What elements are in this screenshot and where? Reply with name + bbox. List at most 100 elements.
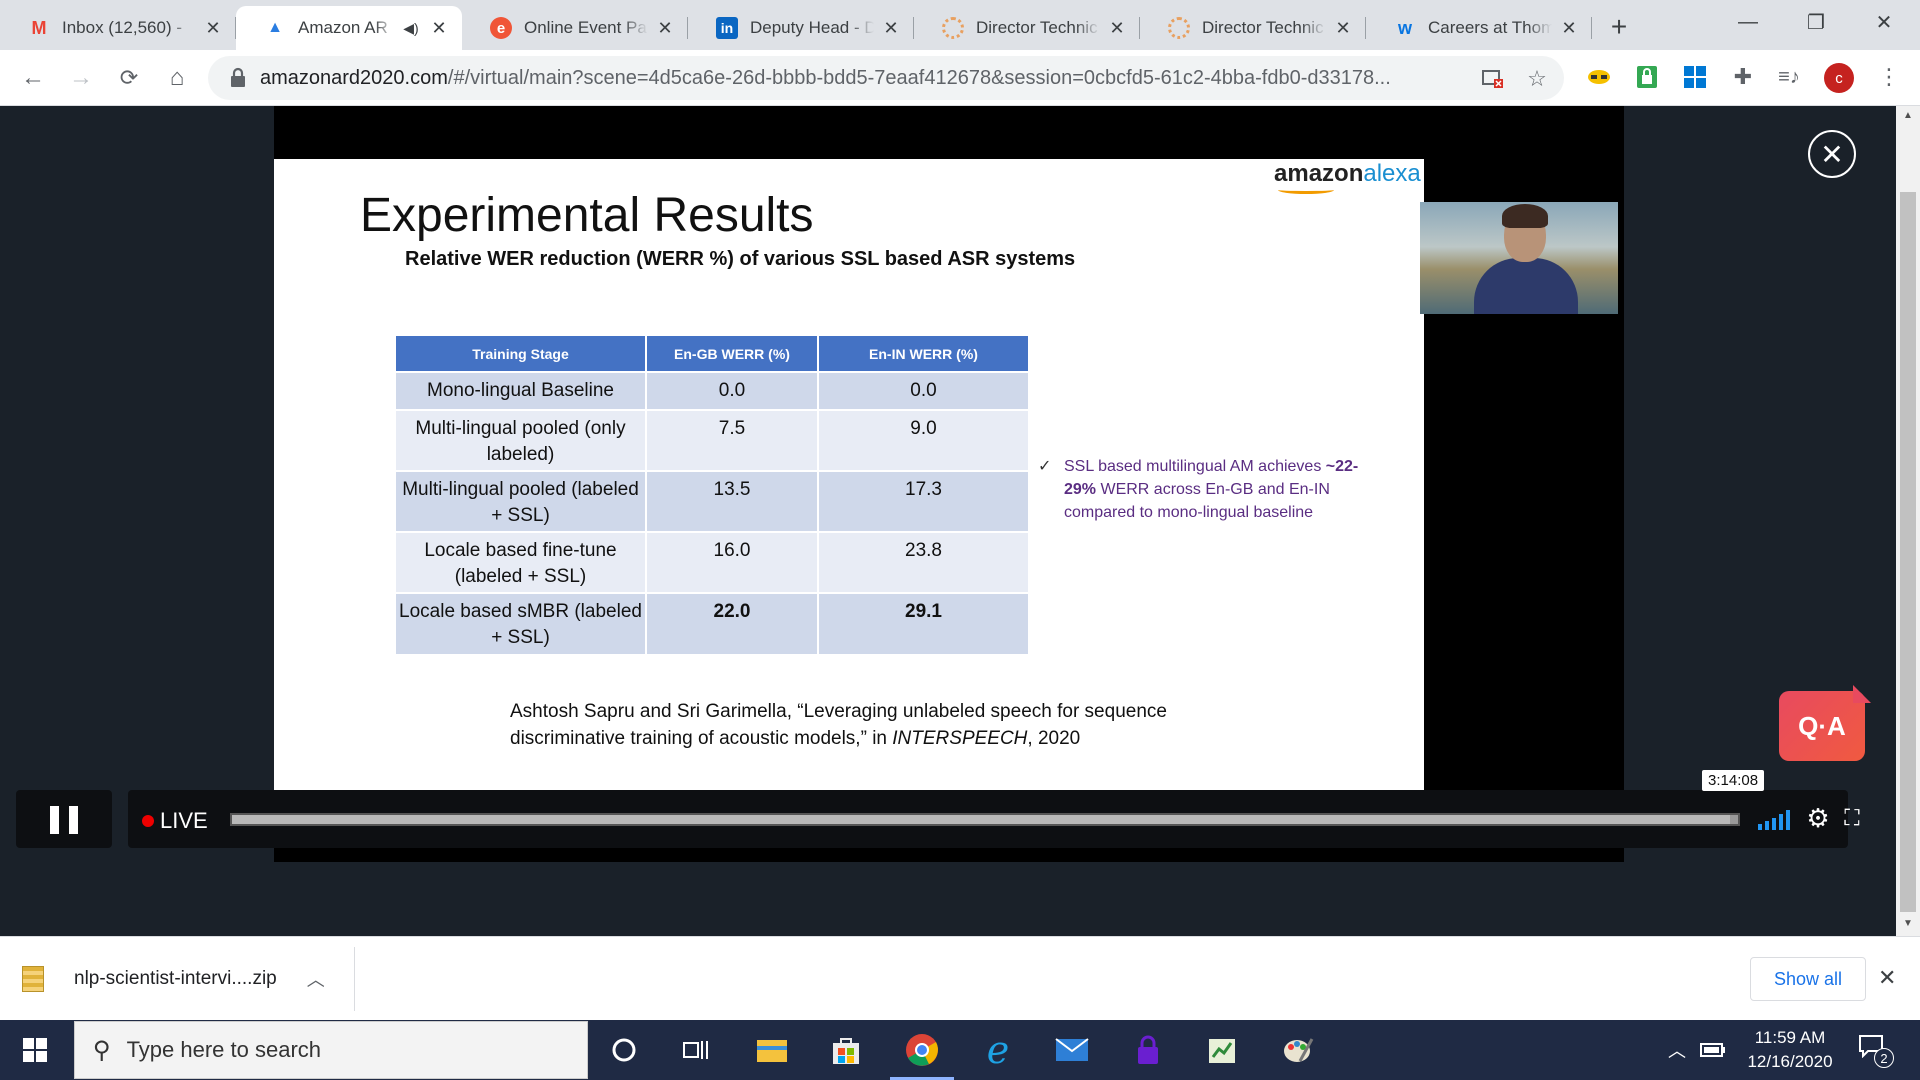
amazon-alexa-logo: amazonalexa [1274,160,1421,194]
seek-bar[interactable] [230,813,1740,826]
fullscreen-icon[interactable]: ⛶ [1844,805,1860,830]
tab-director-1[interactable]: Director Technic ✕ [914,6,1140,50]
forward-button[interactable]: → [69,64,93,91]
table-header-row: Training Stage En-GB WERR (%) En-IN WERR… [396,336,1028,372]
tab-deputy-head[interactable]: in Deputy Head - D ✕ [688,6,914,50]
reload-button[interactable]: ⟳ [119,65,139,90]
tab-director-2[interactable]: Director Technic ✕ [1140,6,1366,50]
download-bar: nlp-scientist-intervi....zip ︿ Show all … [0,936,1920,1020]
extension-lock-icon[interactable] [1632,62,1662,92]
file-explorer-icon[interactable] [752,1030,792,1070]
tab-title: Amazon AR [298,18,388,37]
address-bar[interactable]: amazonard2020.com/#/virtual/main?scene=4… [208,56,1564,100]
qa-button[interactable]: Q·A [1779,691,1865,761]
tab-title: Director Technic [976,18,1098,37]
vpn-lock-icon[interactable] [1128,1030,1168,1070]
tab-title: Deputy Head - D [750,18,874,37]
page-scrollbar[interactable]: ▲ ▼ [1896,106,1920,936]
home-button[interactable]: ⌂ [169,64,185,91]
en-gb-werr-cell: 0.0 [646,371,819,410]
slide-subtitle: Relative WER reduction (WERR %) of vario… [405,248,1076,270]
search-icon: ⚲ [93,1036,111,1064]
minimize-button[interactable]: — [1738,10,1758,33]
clock-time: 11:59 AM [1754,1028,1826,1047]
player-control-bar: LIVE ⚙ ⛶ [128,790,1860,848]
tab-title: Careers at Thom [1428,18,1552,37]
table-row: Multi-lingual pooled (labeled + SSL) 13.… [396,470,1028,532]
close-tab-icon[interactable]: ✕ [657,17,673,38]
table-row: Locale based fine-tune (labeled + SSL) 1… [396,531,1028,593]
linkedin-icon: in [716,17,738,39]
close-tab-icon[interactable]: ✕ [883,17,899,38]
chrome-taskbar-icon[interactable] [890,1030,954,1080]
tab-gmail[interactable]: M Inbox (12,560) - ✕ [0,6,236,50]
battery-icon[interactable] [1700,1020,1726,1080]
paint-app-icon[interactable] [1278,1030,1318,1070]
tab-title: Director Technic [1202,18,1324,37]
internet-explorer-icon[interactable]: e [986,1028,1010,1072]
restore-button[interactable]: ❐ [1807,11,1825,34]
download-item[interactable]: nlp-scientist-intervi....zip ︿ [22,957,325,1001]
extensions-puzzle-icon[interactable]: ✚ [1733,64,1753,89]
show-all-button[interactable]: Show all [1750,957,1866,1001]
tab-online-event[interactable]: e Online Event Pa ✕ [462,6,688,50]
eventbrite-icon: e [490,17,512,39]
en-in-werr-cell: 0.0 [818,371,1028,410]
profile-avatar[interactable]: c [1824,63,1854,93]
close-tab-icon[interactable]: ✕ [431,17,447,38]
close-download-bar-icon[interactable]: ✕ [1878,965,1897,990]
tab-careers[interactable]: w Careers at Thom ✕ [1366,6,1592,50]
browser-toolbar: ← → ⟳ ⌂ amazonard2020.com/#/virtual/main… [0,50,1920,106]
current-time-tooltip: 3:14:08 [1702,770,1765,791]
pause-button[interactable] [16,790,112,848]
blocked-popup-icon[interactable] [1480,66,1506,92]
search-placeholder: Type here to search [126,1037,322,1062]
bookmark-star-icon[interactable]: ☆ [1527,66,1547,91]
gmail-icon: M [31,17,47,38]
scroll-up-arrow-icon[interactable]: ▲ [1903,110,1913,121]
show-hidden-icons-chevron-icon[interactable]: ︿ [1668,1041,1686,1061]
back-button[interactable]: ← [21,64,45,91]
scroll-down-arrow-icon[interactable]: ▼ [1903,918,1913,929]
windows-logo-icon [23,1038,47,1062]
menu-kebab-icon[interactable]: ⋮ [1878,64,1900,89]
table-row: Mono-lingual Baseline 0.0 0.0 [396,371,1028,410]
scrollbar-thumb[interactable] [1900,192,1916,912]
close-tab-icon[interactable]: ✕ [1335,17,1351,38]
table-row: Locale based sMBR (labeled + SSL) 22.0 2… [396,592,1028,654]
close-tab-icon[interactable]: ✕ [1561,17,1577,38]
spreadsheet-app-icon[interactable] [1202,1030,1242,1070]
taskbar-search-box[interactable]: ⚲ Type here to search [74,1021,588,1079]
en-in-werr-cell: 23.8 [818,531,1028,593]
tab-title: Inbox (12,560) - [62,18,183,37]
live-indicator: LIVE [142,808,208,834]
extension-windows-icon[interactable] [1680,62,1710,92]
lock-icon [231,67,245,87]
download-filename: nlp-scientist-intervi....zip [74,968,277,989]
close-window-button[interactable]: ✕ [1875,11,1893,34]
slide-title: Experimental Results [360,189,814,242]
close-tab-icon[interactable]: ✕ [1109,17,1125,38]
zip-file-icon [22,966,44,992]
training-stage-cell: Multi-lingual pooled (only labeled) [396,409,647,471]
column-header: En-GB WERR (%) [646,336,819,372]
microsoft-store-icon[interactable] [826,1030,866,1070]
tab-amazon-ar[interactable]: ▲ Amazon AR ◀) ✕ [236,6,462,50]
speaker-icon[interactable]: ◀) [403,19,419,36]
notification-count-badge: 2 [1874,1048,1894,1068]
signal-quality-icon[interactable] [1758,810,1794,830]
mail-icon[interactable] [1052,1030,1092,1070]
cortana-icon[interactable] [604,1030,644,1070]
en-in-werr-cell: 17.3 [818,470,1028,532]
settings-gear-icon[interactable]: ⚙ [1806,802,1830,833]
extension-glasses-icon[interactable] [1584,62,1614,92]
chevron-up-icon[interactable]: ︿ [306,970,325,990]
close-player-button[interactable]: ✕ [1808,130,1856,178]
task-view-icon[interactable] [676,1030,716,1070]
action-center-icon[interactable]: 2 [1858,1034,1894,1068]
new-tab-button[interactable]: + [1610,11,1628,42]
taskbar-clock[interactable]: 11:59 AM 12/16/2020 [1736,1026,1844,1074]
media-control-icon[interactable]: ≡♪ [1778,65,1800,88]
start-button[interactable] [0,1020,70,1080]
close-tab-icon[interactable]: ✕ [205,17,221,38]
